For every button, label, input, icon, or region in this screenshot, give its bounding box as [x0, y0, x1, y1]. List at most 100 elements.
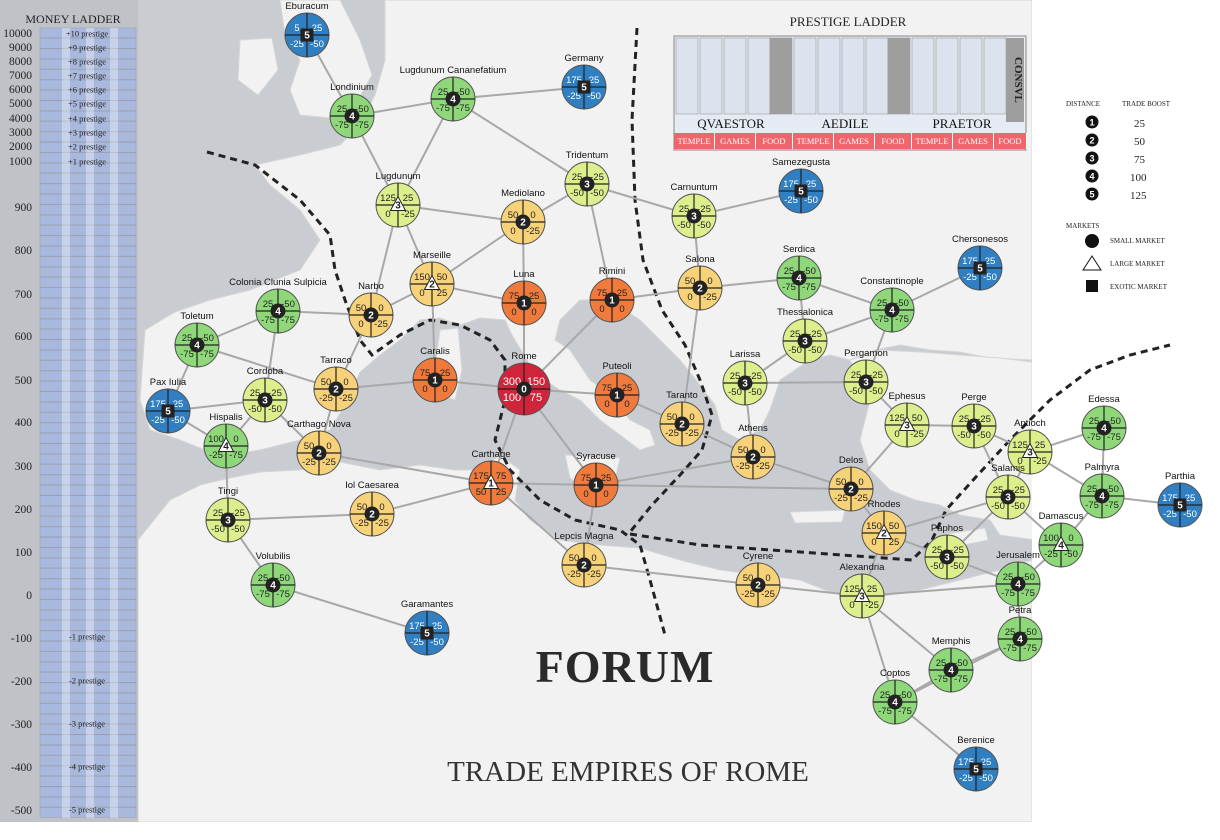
prestige-space[interactable] [959, 37, 983, 115]
track-praetor-temple[interactable]: TEMPLE [912, 133, 953, 149]
money-ladder-space[interactable] [39, 485, 137, 496]
city-salamis[interactable]: 25 -25 -50 -503 Salamis [985, 463, 1031, 520]
money-ladder-space[interactable] [39, 433, 137, 444]
money-ladder-space[interactable] [39, 110, 137, 122]
city-lugdunum-cananefatium[interactable]: 25 -50 -75 -754 Lugdunum Cananefatium [400, 65, 507, 122]
money-ladder-space[interactable] [39, 672, 137, 683]
money-ladder-space[interactable] [39, 807, 137, 818]
city-carnuntum[interactable]: 25 -25 -50 -503 Carnuntum [671, 182, 718, 239]
money-ladder-space[interactable] [39, 526, 137, 537]
money-ladder-space[interactable] [39, 661, 137, 673]
city-constantinople[interactable]: 25 -50 -75 -754 Constantinople [860, 276, 924, 333]
city-damascus[interactable]: 100 0 -25 -504 Damascus [1038, 511, 1084, 568]
office-consul[interactable]: CONSVL [1006, 38, 1024, 122]
money-ladder-space[interactable] [39, 651, 137, 662]
city-perge[interactable]: 25 -25 -50 -503 Perge [951, 392, 997, 449]
track-aedile-games[interactable]: GAMES [834, 133, 875, 149]
prestige-space[interactable] [793, 37, 817, 115]
city-cyrene[interactable]: 50 0 -25 -252 Cyrene [735, 551, 781, 608]
prestige-space[interactable] [817, 37, 841, 115]
money-ladder-space[interactable] [39, 131, 137, 142]
money-ladder-space[interactable] [39, 329, 137, 340]
money-ladder-space[interactable] [39, 412, 137, 423]
prestige-space[interactable] [935, 37, 959, 115]
city-londinium[interactable]: 25 -50 -75 -754 Londinium [329, 82, 375, 139]
money-ladder-space[interactable] [39, 318, 137, 330]
money-ladder-space[interactable] [39, 620, 137, 631]
money-ladder-space[interactable] [39, 152, 137, 163]
money-ladder-space[interactable] [39, 27, 137, 38]
money-ladder-space[interactable] [39, 495, 137, 506]
city-cordoba[interactable]: 25 -25 -50 -503 Cordoba [242, 366, 288, 423]
money-ladder-space[interactable] [39, 350, 137, 361]
prestige-space[interactable] [747, 37, 771, 115]
money-ladder-space[interactable] [39, 38, 137, 49]
city-athens[interactable]: 50 0 -25 -252 Athens [730, 423, 776, 480]
city-antioch[interactable]: 125 25 0 -253 Antioch [1007, 418, 1053, 475]
money-ladder-space[interactable] [39, 204, 137, 215]
city-marseille[interactable]: 150 50 0 252 Marseille [409, 250, 455, 307]
money-ladder-space[interactable] [39, 755, 137, 766]
prestige-space[interactable] [841, 37, 865, 115]
money-ladder-space[interactable] [39, 713, 137, 725]
money-ladder-space[interactable] [39, 69, 137, 80]
city-lepcis-magna[interactable]: 50 0 -25 -252 Lepcis Magna [554, 531, 614, 588]
money-ladder-space[interactable] [39, 58, 137, 70]
city-hispalis[interactable]: 100 0 -25 -754 Hispalis [203, 412, 249, 469]
city-caralis[interactable]: 75 25 0 01 Caralis [412, 346, 458, 403]
city-parthia[interactable]: 175 25 -25 -505 Parthia [1157, 471, 1203, 528]
city-lugdunum[interactable]: 125 25 0 -253 Lugdunum [375, 171, 421, 228]
money-ladder-space[interactable] [39, 79, 137, 90]
city-germany[interactable]: 175 25 -25 -505 Germany [561, 53, 607, 110]
city-puteoli[interactable]: 75 25 0 01 Puteoli [594, 361, 640, 418]
money-ladder-space[interactable] [39, 90, 137, 101]
track-aedile-food[interactable]: FOOD [875, 133, 912, 149]
money-ladder-space[interactable] [39, 360, 137, 371]
city-salona[interactable]: 50 0 0 -252 Salona [677, 254, 723, 311]
money-ladder-space[interactable] [39, 277, 137, 288]
money-ladder-space[interactable] [39, 453, 137, 465]
money-ladder-space[interactable] [39, 121, 137, 132]
money-ladder-space[interactable] [39, 142, 137, 153]
city-larissa[interactable]: 25 -25 -50 -503 Larissa [722, 349, 768, 406]
city-colonia-clunia-sulpicia[interactable]: 25 -50 -75 -754 Colonia Clunia Sulpicia [229, 277, 328, 334]
money-ladder-space[interactable] [39, 162, 137, 174]
prestige-space[interactable] [865, 37, 889, 115]
city-memphis[interactable]: 25 -50 -75 -754 Memphis [928, 636, 974, 693]
money-ladder-space[interactable] [39, 173, 137, 184]
money-ladder-space[interactable] [39, 266, 137, 278]
city-thessalonica[interactable]: 25 -25 -50 -503 Thessalonica [777, 307, 834, 364]
city-carthage[interactable]: 175 75 50 251 Carthage [468, 449, 514, 506]
city-pax-iulia[interactable]: 175 25 -25 -505 Pax Iulia [145, 377, 191, 434]
money-ladder-space[interactable] [39, 734, 137, 745]
city-syracuse[interactable]: 75 25 0 01 Syracuse [573, 451, 619, 508]
money-ladder-space[interactable] [39, 370, 137, 382]
money-ladder-space[interactable] [39, 557, 137, 569]
money-ladder-space[interactable] [39, 474, 137, 485]
money-ladder-space[interactable] [39, 641, 137, 652]
city-berenice[interactable]: 175 25 -25 -505 Berenice [953, 735, 999, 792]
city-delos[interactable]: 50 0 -25 -252 Delos [828, 455, 874, 512]
track-quaestor-games[interactable]: GAMES [715, 133, 756, 149]
money-ladder-space[interactable] [39, 693, 137, 704]
money-ladder-space[interactable] [39, 765, 137, 777]
city-taranto[interactable]: 50 0 -25 -252 Taranto [659, 390, 705, 447]
city-toletum[interactable]: 25 -50 -75 -754 Toletum [174, 311, 220, 368]
prestige-space[interactable] [769, 37, 793, 115]
track-praetor-food[interactable]: FOOD [994, 133, 1027, 149]
money-ladder-space[interactable] [39, 505, 137, 517]
money-ladder-space[interactable] [39, 630, 137, 641]
money-ladder-space[interactable] [39, 786, 137, 797]
city-tarraco[interactable]: 50 0 -25 -252 Tarraco [313, 355, 359, 412]
money-ladder-space[interactable] [39, 422, 137, 433]
money-ladder-space[interactable] [39, 537, 137, 548]
money-ladder-space[interactable] [39, 599, 137, 610]
city-pergamon[interactable]: 25 -25 -50 -503 Pergamon [843, 348, 889, 405]
money-ladder-space[interactable] [39, 48, 137, 59]
city-coptos[interactable]: 25 -50 -75 -754 Coptos [872, 668, 918, 725]
city-palmyra[interactable]: 25 -50 -75 -754 Palmyra [1079, 462, 1125, 519]
city-volubilis[interactable]: 25 -50 -75 -754 Volubilis [250, 551, 296, 608]
city-rhodes[interactable]: 150 50 0 252 Rhodes [861, 499, 907, 556]
prestige-space[interactable] [911, 37, 935, 115]
